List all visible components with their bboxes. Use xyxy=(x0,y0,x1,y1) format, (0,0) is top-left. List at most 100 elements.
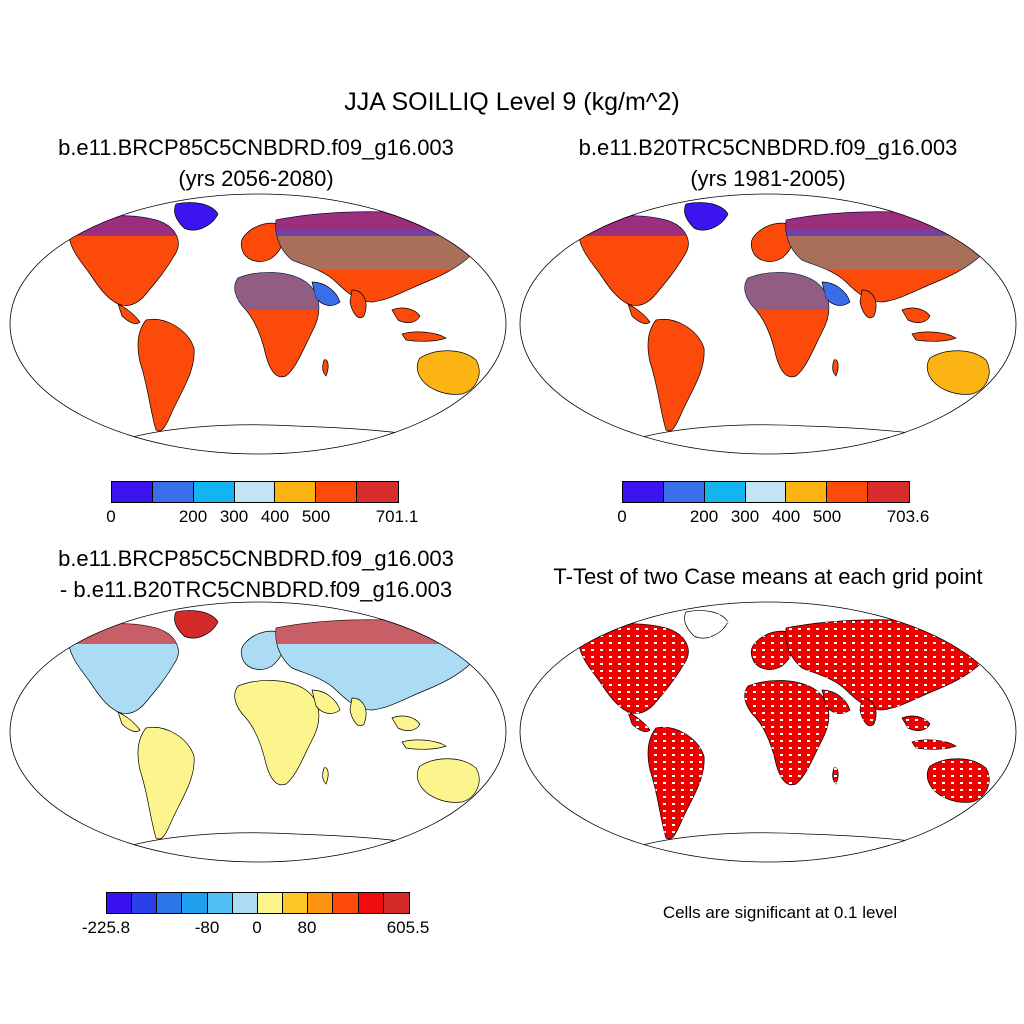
colorbar-swatch xyxy=(132,893,158,913)
colorbar-swatch xyxy=(358,893,384,913)
land-seasia xyxy=(391,307,421,323)
insignificant-cells xyxy=(927,758,990,803)
colorbar-swatch xyxy=(827,482,869,502)
colorbar-swatch xyxy=(152,482,194,502)
map-border xyxy=(519,601,1017,863)
land-arabia xyxy=(821,281,851,306)
land-india xyxy=(859,289,877,319)
land-arabia xyxy=(311,281,341,306)
colorbar-swatch xyxy=(333,893,359,913)
colorbar-swatch xyxy=(623,482,664,502)
panel1-title-line1: b.e11.BRCP85C5CNBDRD.f09_g16.003 xyxy=(58,135,454,160)
colorbar-2-tick: 500 xyxy=(812,507,842,526)
colorbar-swatch xyxy=(704,482,746,502)
land-indonesia xyxy=(911,331,957,342)
colorbar-swatch xyxy=(868,482,909,502)
insignificant-cells xyxy=(578,623,689,714)
land-madagascar xyxy=(322,359,329,377)
colorbar-swatch xyxy=(112,482,153,502)
land-samerica xyxy=(137,726,195,840)
colorbar-2-tick: 300 xyxy=(730,507,760,526)
map-panel-1 xyxy=(9,193,507,455)
land-camerica xyxy=(117,303,141,324)
map-border xyxy=(9,601,507,863)
land-europe xyxy=(240,630,285,670)
colorbar-swatch xyxy=(107,893,133,913)
land-europe xyxy=(240,222,285,262)
insignificant-cells xyxy=(648,727,705,840)
panel3-title-line1: b.e11.BRCP85C5CNBDRD.f09_g16.003 xyxy=(58,546,454,571)
colorbar-swatch xyxy=(745,482,787,502)
colorbar-swatch xyxy=(257,893,284,913)
panel4-title-line1: T-Test of two Case means at each grid po… xyxy=(553,564,983,589)
land-camerica xyxy=(627,303,651,324)
colorbar-2-tick: 200 xyxy=(689,507,719,526)
colorbar-3-tick: 0 xyxy=(252,918,262,937)
land-madagascar xyxy=(832,359,839,377)
colorbar-swatch xyxy=(157,893,183,913)
insignificant-cells xyxy=(860,698,877,726)
insignificant-cells xyxy=(912,739,956,750)
land-africa xyxy=(234,680,320,786)
map-border xyxy=(9,193,507,455)
colorbar-swatch xyxy=(786,482,828,502)
insignificant-cells xyxy=(684,610,728,639)
colorbar-1-tick: 300 xyxy=(219,507,249,526)
colorbar-3-tick: -225.8 xyxy=(81,918,131,937)
insignificant-cells xyxy=(902,716,930,731)
land-australia xyxy=(416,350,480,395)
panel1-title: b.e11.BRCP85C5CNBDRD.f09_g16.003 (yrs 20… xyxy=(6,132,506,194)
land-greenland xyxy=(174,202,219,231)
land-madagascar xyxy=(322,767,329,785)
colorbar-swatch xyxy=(193,482,235,502)
insignificant-cells xyxy=(744,680,829,785)
significance-note: Cells are significant at 0.1 level xyxy=(662,903,898,922)
land-australia xyxy=(926,350,990,395)
colorbar-3-tick: -80 xyxy=(194,918,220,937)
land-india xyxy=(349,289,367,319)
map-panel-3 xyxy=(9,601,507,863)
colorbar-3-tick: 605.5 xyxy=(386,918,430,937)
figure-title: JJA SOILLIQ Level 9 (kg/m^2) xyxy=(344,88,680,116)
land-antarctica xyxy=(625,424,957,443)
land-indonesia xyxy=(401,331,447,342)
colorbar-1-tick: 701.1 xyxy=(375,507,419,526)
colorbar-swatch xyxy=(234,482,276,502)
land-seasia xyxy=(901,307,931,323)
panel2-title: b.e11.B20TRC5CNBDRD.f09_g16.003 (yrs 198… xyxy=(518,132,1018,194)
colorbar-1-tick: 200 xyxy=(178,507,208,526)
land-seasia xyxy=(391,715,421,731)
land-greenland xyxy=(684,202,729,231)
colorbar-swatch xyxy=(383,893,409,913)
colorbar-1-ticks: 0 200 300 400 500 701.1 xyxy=(0,507,512,529)
land-samerica xyxy=(137,318,195,432)
colorbar-1-tick: 400 xyxy=(260,507,290,526)
panel2-title-line1: b.e11.B20TRC5CNBDRD.f09_g16.003 xyxy=(578,135,958,160)
colorbar-swatch xyxy=(283,893,309,913)
insignificant-cells xyxy=(822,690,850,714)
colorbar-swatch xyxy=(182,893,208,913)
colorbar-swatch xyxy=(308,893,334,913)
colorbar-1 xyxy=(111,481,399,503)
panel1-title-line2: (yrs 2056-2080) xyxy=(178,166,334,191)
map-panel-4 xyxy=(519,601,1017,863)
land-samerica xyxy=(647,318,705,432)
colorbar-2-tick: 703.6 xyxy=(886,507,930,526)
colorbar-1-tick: 500 xyxy=(301,507,331,526)
land-australia xyxy=(416,758,480,803)
colorbar-3-tick: 80 xyxy=(297,918,317,937)
land-antarctica xyxy=(115,424,447,443)
land-europe xyxy=(750,222,795,262)
colorbar-2 xyxy=(622,481,910,503)
insignificant-cells xyxy=(832,767,839,784)
map-border xyxy=(519,193,1017,455)
colorbar-3 xyxy=(106,892,410,914)
land-camerica xyxy=(117,711,141,732)
land-greenland xyxy=(174,610,219,639)
land-antarctica xyxy=(625,832,957,851)
map-panel-2 xyxy=(519,193,1017,455)
colorbar-swatch xyxy=(275,482,317,502)
colorbar-swatch xyxy=(357,482,398,502)
colorbar-swatch xyxy=(207,893,233,913)
colorbar-3-ticks: -225.8 -80 0 80 605.5 xyxy=(0,918,512,940)
